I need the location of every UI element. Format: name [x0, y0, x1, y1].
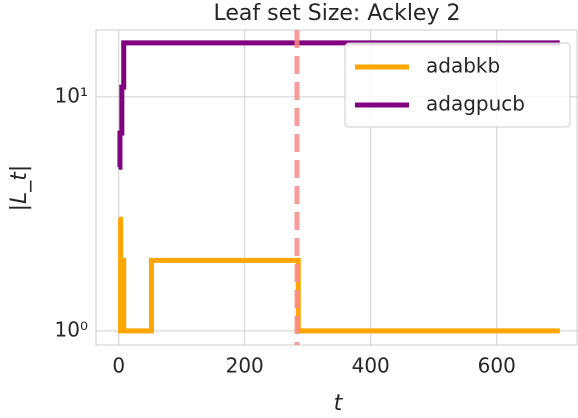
- series-line: [117, 40, 560, 170]
- legend-label: adagpucb: [426, 92, 525, 116]
- x-tick-label: 200: [226, 354, 264, 378]
- plot-frame: [95, 29, 578, 346]
- series-line: [118, 216, 560, 334]
- y-tick-label: 10¹: [55, 83, 88, 107]
- x-tick-label: 0: [112, 354, 125, 378]
- y-tick-label: 10⁰: [55, 317, 88, 341]
- legend-label: adabkb: [426, 54, 500, 78]
- x-tick-label: 400: [352, 354, 390, 378]
- x-tick-label: 600: [478, 354, 516, 378]
- chart-title: Leaf set Size: Ackley 2: [214, 1, 461, 26]
- x-axis-label: t: [334, 391, 344, 416]
- legend: adabkb adagpucb: [344, 42, 571, 128]
- y-axis-label: |L_t|: [7, 165, 32, 212]
